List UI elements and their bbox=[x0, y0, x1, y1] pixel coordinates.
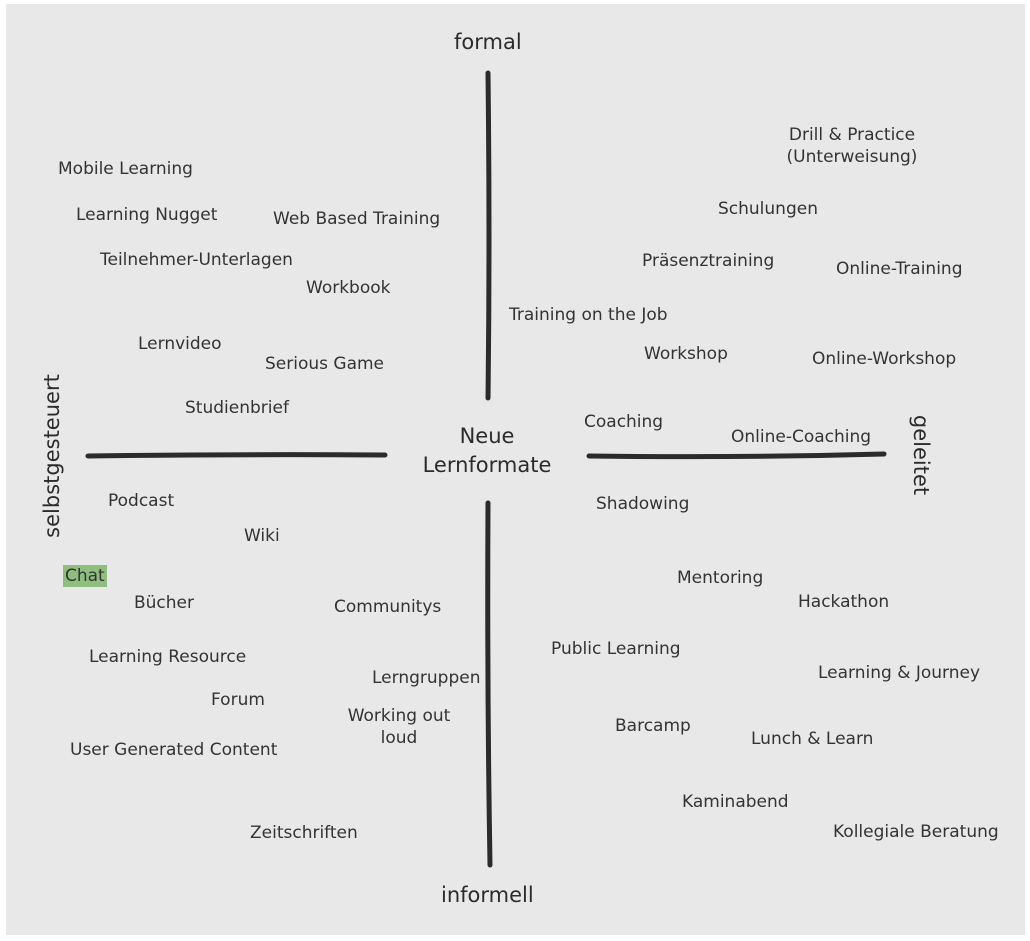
item-communitys: Communitys bbox=[334, 597, 442, 617]
item-studienbrief: Studienbrief bbox=[185, 398, 289, 418]
item-learning-journey: Learning & Journey bbox=[818, 663, 981, 683]
axis-label-selbstgesteuert: selbstgesteuert bbox=[40, 374, 64, 538]
axis-line-right bbox=[586, 451, 887, 460]
item-working-out-loud: Working out loud bbox=[347, 706, 451, 748]
item-wiki: Wiki bbox=[244, 526, 280, 546]
item-podcast: Podcast bbox=[108, 491, 175, 511]
item-hackathon: Hackathon bbox=[798, 592, 890, 612]
center-title-line2: Lernformate bbox=[422, 453, 552, 477]
item-user-generated-content: User Generated Content bbox=[70, 740, 278, 760]
axis-line-left bbox=[85, 452, 388, 459]
item-lernvideo: Lernvideo bbox=[138, 334, 222, 354]
item-praesenztraining: Präsenztraining bbox=[642, 251, 775, 271]
item-forum: Forum bbox=[211, 690, 265, 710]
item-barcamp: Barcamp bbox=[615, 716, 691, 736]
item-learning-resource: Learning Resource bbox=[89, 647, 247, 667]
item-kaminabend: Kaminabend bbox=[682, 792, 789, 812]
item-schulungen: Schulungen bbox=[718, 199, 818, 219]
center-title: Neue Lernformate bbox=[423, 422, 552, 480]
item-teilnehmer-unterlagen: Teilnehmer-Unterlagen bbox=[100, 250, 293, 270]
item-serious-game: Serious Game bbox=[265, 354, 385, 374]
item-online-workshop: Online-Workshop bbox=[812, 349, 957, 369]
item-lunch-learn: Lunch & Learn bbox=[751, 729, 874, 749]
item-kollegiale-beratung: Kollegiale Beratung bbox=[833, 822, 999, 842]
item-web-based-training: Web Based Training bbox=[273, 209, 441, 229]
axis-label-informell: informell bbox=[441, 883, 534, 907]
item-drill-practice: Drill & Practice (Unterweisung) bbox=[786, 125, 918, 167]
item-mentoring: Mentoring bbox=[677, 568, 764, 588]
item-coaching: Coaching bbox=[584, 412, 664, 432]
diagram-canvas bbox=[6, 4, 1025, 935]
item-public-learning: Public Learning bbox=[551, 639, 681, 659]
item-online-training: Online-Training bbox=[836, 259, 963, 279]
axis-label-geleitet: geleitet bbox=[909, 414, 933, 496]
axis-line-bottom bbox=[485, 500, 493, 868]
item-online-coaching: Online-Coaching bbox=[731, 427, 872, 447]
item-lerngruppen: Lerngruppen bbox=[372, 668, 481, 688]
item-zeitschriften: Zeitschriften bbox=[250, 823, 358, 843]
axis-label-formal: formal bbox=[454, 30, 522, 54]
axis-line-top bbox=[485, 70, 492, 401]
center-title-line1: Neue bbox=[459, 424, 515, 448]
item-buecher: Bücher bbox=[134, 593, 195, 613]
item-chat-highlighted: Chat bbox=[63, 565, 107, 587]
item-workbook: Workbook bbox=[306, 278, 391, 298]
item-workshop: Workshop bbox=[644, 344, 728, 364]
item-mobile-learning: Mobile Learning bbox=[58, 159, 193, 179]
item-training-on-the-job: Training on the Job bbox=[509, 305, 668, 325]
item-learning-nugget: Learning Nugget bbox=[76, 205, 218, 225]
item-shadowing: Shadowing bbox=[596, 494, 690, 514]
